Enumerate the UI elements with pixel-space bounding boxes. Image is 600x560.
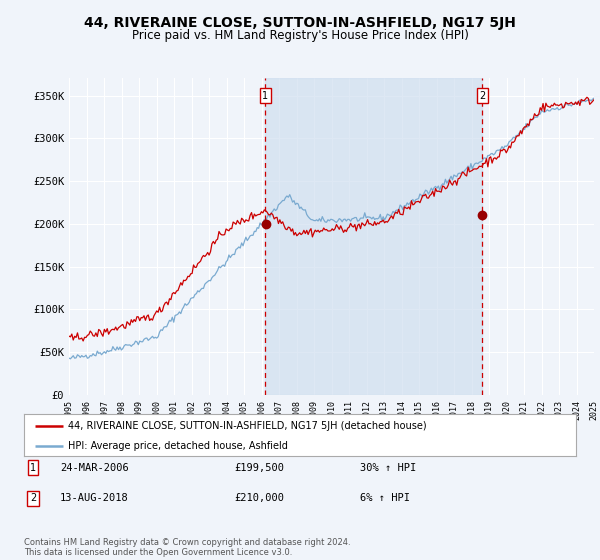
Text: 30% ↑ HPI: 30% ↑ HPI <box>360 463 416 473</box>
Text: 2: 2 <box>30 493 36 503</box>
Bar <box>265 78 482 395</box>
Text: 2: 2 <box>479 91 485 100</box>
Text: 44, RIVERAINE CLOSE, SUTTON-IN-ASHFIELD, NG17 5JH (detached house): 44, RIVERAINE CLOSE, SUTTON-IN-ASHFIELD,… <box>68 421 427 431</box>
Text: 6% ↑ HPI: 6% ↑ HPI <box>360 493 410 503</box>
Text: 44, RIVERAINE CLOSE, SUTTON-IN-ASHFIELD, NG17 5JH: 44, RIVERAINE CLOSE, SUTTON-IN-ASHFIELD,… <box>84 16 516 30</box>
Text: HPI: Average price, detached house, Ashfield: HPI: Average price, detached house, Ashf… <box>68 441 288 451</box>
Text: 24-MAR-2006: 24-MAR-2006 <box>60 463 129 473</box>
Text: £210,000: £210,000 <box>234 493 284 503</box>
Text: £199,500: £199,500 <box>234 463 284 473</box>
Text: 1: 1 <box>30 463 36 473</box>
Text: Price paid vs. HM Land Registry's House Price Index (HPI): Price paid vs. HM Land Registry's House … <box>131 29 469 42</box>
Text: 1: 1 <box>262 91 268 100</box>
Text: 13-AUG-2018: 13-AUG-2018 <box>60 493 129 503</box>
Text: Contains HM Land Registry data © Crown copyright and database right 2024.
This d: Contains HM Land Registry data © Crown c… <box>24 538 350 557</box>
